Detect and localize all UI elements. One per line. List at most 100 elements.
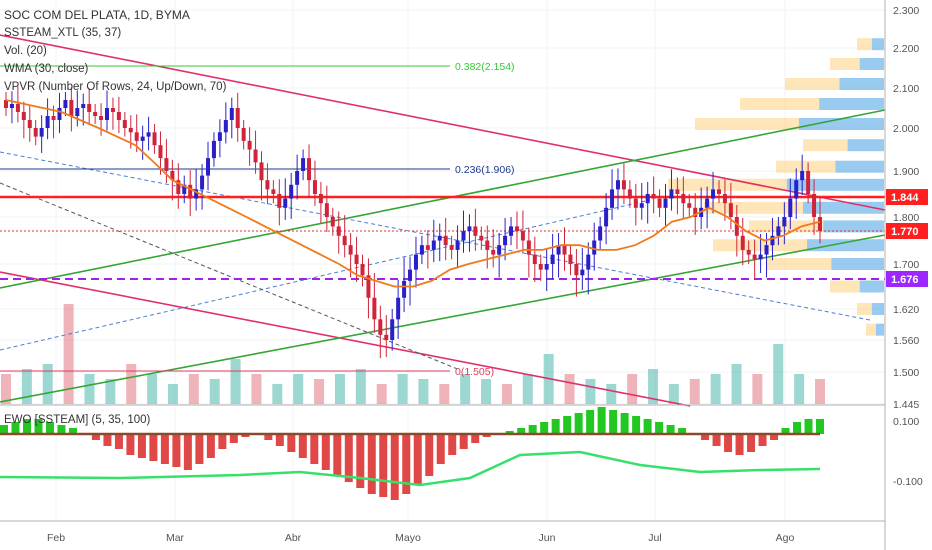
ewo-bar-down [390,434,399,500]
ewo-bar-down [758,434,767,446]
candle-body [550,254,555,264]
indicator-wma[interactable]: WMA (30, close) [4,63,89,75]
candle-body [437,235,442,241]
ewo-legend[interactable]: EWO [SSTEAM] (5, 35, 100) [4,414,151,426]
volume-bar [167,384,178,404]
candle-body [675,189,680,194]
price-tick-label: 1.500 [893,367,919,379]
candle-body [51,116,56,120]
candle-body [776,226,781,236]
ewo-bar-down [103,434,112,446]
volume-bar [147,374,158,404]
symbol-title[interactable]: SOC COM DEL PLATA, 1D, BYMA [4,8,190,22]
volume-bar [63,304,74,404]
volume-bar [230,359,241,404]
ewo-bar-down [402,434,411,494]
time-axis[interactable]: Feb Mar Abr Mayo Jun Jul Ago [47,532,795,544]
ewo-bar-down [298,434,307,458]
candle-body [128,128,133,133]
candle-body [574,264,579,276]
candle-body [146,132,151,137]
volume-bar [209,379,220,404]
ewo-bar-down [482,434,491,437]
candle-body [722,194,727,204]
vpvr-row-down [807,239,884,252]
candle-body [514,226,519,232]
vpvr-row-up [713,239,808,252]
ewo-bar-up [804,419,813,434]
price-axis[interactable]: 2.300 2.200 2.100 2.000 1.900 1.800 1.700 1.620… [893,5,919,411]
candle-body [152,132,157,146]
vpvr-row-down [835,160,884,173]
candle-body [604,207,609,227]
candle-body [87,104,92,112]
candle-body [265,180,270,190]
ewo-axis[interactable]: 0.100 -0.100 [893,416,923,488]
ewo-bar-up [655,422,664,434]
ewo-bar-up [609,410,618,434]
candle-body [342,235,347,246]
candle-body [788,198,793,217]
ewo-bar-down [724,434,733,452]
ewo-bar-down [471,434,480,443]
ewo-bar-down [344,434,353,482]
volume-bar [188,374,199,404]
candle-body [116,112,121,120]
fib-label-0: 0(1.505) [455,366,494,378]
volume-bar [627,374,638,404]
vpvr-row-up [803,139,848,152]
vpvr-row-up [857,303,872,315]
candle-body [223,120,228,133]
candle-body [378,319,383,335]
price-tick-label: 2.000 [893,123,919,135]
candle-body [229,108,234,120]
volume-bar [126,364,137,404]
ewo-bar-up [540,422,549,434]
ewo-histogram [0,407,824,500]
volume-bar [731,364,742,404]
vpvr-row-up [776,160,836,173]
ewo-bar-down [241,434,250,437]
indicator-vpvr[interactable]: VPVR (Number Of Rows, 24, Up/Down, 70) [4,81,227,93]
candle-body [633,198,638,208]
candle-body [645,194,650,204]
candle-body [497,245,502,255]
candle-body [336,226,341,236]
ewo-bar-up [45,422,54,434]
ewo-bar-down [137,434,146,458]
candle-body [538,264,543,270]
time-tick-label: Jun [539,532,556,544]
candle-body [372,297,377,320]
ewo-bar-down [206,434,215,458]
vpvr-row-up [668,178,787,191]
ewo-bar-up [517,428,526,434]
ewo-bar-down [195,434,204,464]
volume-bar [105,379,116,404]
ewo-bar-down [770,434,779,440]
indicator-ssteam[interactable]: SSTEAM_XTL (35, 37) [4,27,122,39]
blue-dashed-lower [0,199,651,351]
ewo-bar-up [22,419,31,434]
candle-body [532,254,537,264]
candle-body [259,162,264,181]
candle-body [764,245,769,255]
ewo-bar-up [781,428,790,434]
indicator-volume[interactable]: Vol. (20) [4,45,47,57]
candle-body [170,171,175,181]
candlesticks [4,86,822,359]
candle-body [39,128,44,137]
price-tick-label: 2.100 [893,83,919,95]
ewo-bar-down [712,434,721,446]
ewo-bar-up [574,413,583,434]
candle-body [182,184,187,194]
candle-body [544,264,549,270]
volume-bar [648,369,659,404]
ewo-bar-up [528,425,537,434]
candle-body [384,334,389,340]
candle-body [27,120,32,128]
ewo-bar-down [701,434,710,440]
volume-bar [355,369,366,404]
volume-bar [418,379,429,404]
candle-body [746,249,751,255]
